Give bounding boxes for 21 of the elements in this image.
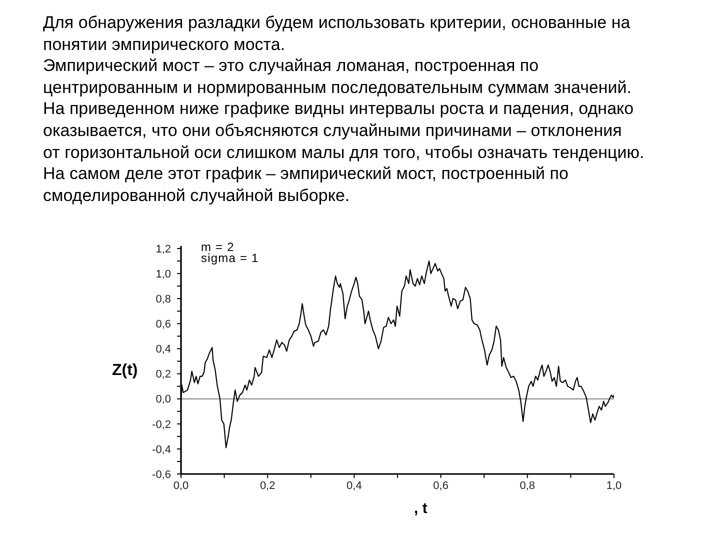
y-tick-label: -0,2	[152, 418, 171, 431]
chart-title: Для обнаружения разладки будем использовать критерии, основанные на понятии эмпирического моста. Эмпирический мост – это случайная ломаная, построенная по центрированным и нормированным последовательным суммам значений. На приведенном ниже графике видны интервалы роста и падения, однако оказывается, что они объясняются случайными причинами – отклонения от горизонтальной оси слишком малы для того, чтобы означать тенденцию. На самом деле этот график – эмпирический мост, построенный по смоделированной случайной выборке.	[43, 13, 644, 205]
y-tick-label: 1,2	[156, 243, 171, 256]
x-tick-label: 0,6	[433, 480, 448, 492]
y-axis-title: Z(t)	[112, 362, 138, 380]
x-tick-label: 0,2	[260, 480, 276, 492]
y-tick-label: 0,0	[156, 394, 171, 406]
y-tick-label: 0,8	[156, 294, 171, 306]
y-tick-label: 0,4	[156, 344, 171, 356]
x-tick-label: 0,8	[520, 480, 536, 492]
y-tick-label: -0,4	[152, 444, 171, 456]
x-tick-label: 0,4	[346, 480, 362, 492]
y-tick-label: 0,6	[156, 318, 171, 331]
y-tick-label: -0,6	[152, 468, 171, 481]
annotation: m = 2	[201, 240, 234, 254]
annotation: sigma = 1	[201, 251, 259, 265]
x-axis-title: , t	[414, 500, 428, 517]
x-tick-label: 0,0	[173, 480, 189, 492]
x-tick-label: 1,0	[606, 480, 622, 492]
y-tick-label: 1,0	[156, 268, 171, 280]
y-tick-label: 0,2	[156, 368, 171, 381]
